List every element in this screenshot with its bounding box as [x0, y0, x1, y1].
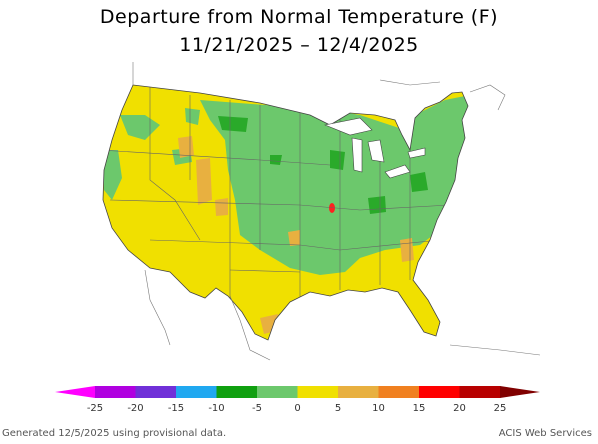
- legend-swatch: [216, 386, 258, 398]
- legend-tick-label: 10: [372, 403, 385, 414]
- legend-swatch: [338, 386, 379, 398]
- legend-tick-label: 5: [335, 403, 341, 414]
- legend-swatch: [257, 386, 298, 398]
- legend-tick-label: 20: [453, 403, 466, 414]
- northern-plains-dark: [218, 116, 248, 132]
- oregon-coast-region: [104, 150, 122, 200]
- map-title: Departure from Normal Temperature (F): [99, 6, 499, 28]
- legend-tick-label: -15: [168, 403, 184, 414]
- northeast-dark: [410, 172, 428, 192]
- dakota-dark: [270, 155, 282, 165]
- legend-tick-label: 0: [294, 403, 300, 414]
- legend-tick-label: -20: [127, 403, 143, 414]
- legend-arrow-low: [55, 386, 95, 398]
- legend-tick-label: -25: [87, 403, 103, 414]
- southeast-warm: [400, 238, 414, 262]
- legend-arrow-high: [500, 386, 540, 398]
- legend-ticks: -25 -20 -15 -10 -5 0 5 10 15 20 25: [87, 403, 507, 414]
- legend-tick-label: -5: [252, 403, 262, 414]
- legend-tick-label: 15: [413, 403, 426, 414]
- footer-generated: Generated 12/5/2025 using provisional da…: [2, 428, 227, 439]
- legend-swatch: [459, 386, 501, 398]
- map-fill: [102, 62, 541, 361]
- legend-bar: [55, 386, 540, 398]
- neighbor-outlines: [132, 62, 541, 361]
- legend-swatch: [95, 386, 136, 398]
- utah-warm: [196, 158, 212, 205]
- map-date-range: 11/21/2025 – 12/4/2025: [179, 34, 419, 56]
- great-lakes: [323, 117, 426, 179]
- legend-swatch: [419, 386, 460, 398]
- great-lakes-dark: [330, 150, 345, 170]
- legend-swatch: [297, 386, 339, 398]
- cool-anomaly-region: [200, 95, 468, 275]
- montana-patch: [185, 108, 200, 125]
- legend-swatch: [176, 386, 217, 398]
- colorado-warm: [215, 198, 228, 216]
- footer-source: ACIS Web Services: [498, 428, 592, 439]
- midwest-warm: [288, 230, 300, 246]
- legend-tick-label: -10: [208, 403, 224, 414]
- illinois-hot-spot: [329, 203, 335, 213]
- legend-tick-label: 25: [494, 403, 507, 414]
- legend-swatch: [378, 386, 420, 398]
- legend-swatch: [135, 386, 177, 398]
- us-temperature-map: [102, 62, 541, 361]
